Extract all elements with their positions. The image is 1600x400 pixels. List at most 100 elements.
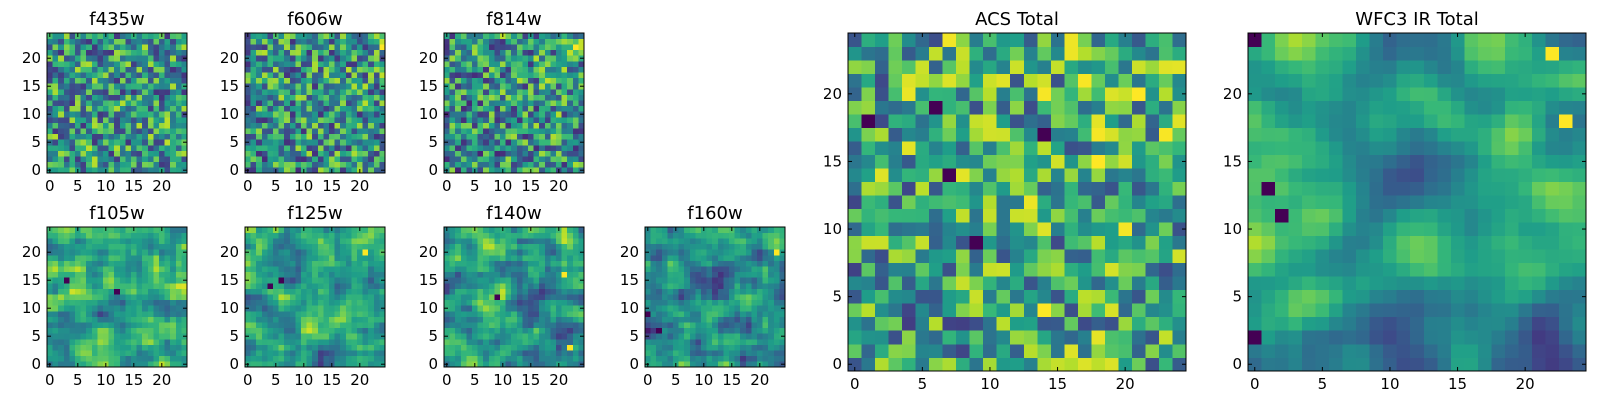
heatmap-cell — [460, 117, 467, 123]
heatmap-cell — [1145, 168, 1160, 183]
heatmap-cell — [329, 305, 335, 312]
heatmap-cell — [103, 243, 109, 250]
heatmap-cell — [567, 133, 574, 140]
heatmap-cell — [539, 145, 546, 151]
heatmap-cell — [373, 327, 380, 334]
heatmap-cell — [762, 355, 769, 362]
heatmap-cell — [578, 339, 585, 345]
heatmap-cell — [779, 316, 786, 323]
heatmap-cell — [539, 83, 546, 90]
heatmap-cell — [472, 255, 478, 261]
heatmap-cell — [256, 44, 263, 51]
heatmap-cell — [505, 77, 512, 84]
heatmap-cell — [1104, 208, 1119, 223]
heatmap-cell — [278, 38, 285, 45]
heatmap-cell — [147, 311, 154, 317]
heatmap-cell — [289, 260, 296, 267]
heatmap-cell — [131, 150, 137, 157]
heatmap-cell — [131, 122, 137, 129]
heatmap-cell — [902, 168, 916, 183]
heatmap-cell — [533, 305, 540, 312]
heatmap-cell — [295, 316, 302, 323]
heatmap-cell — [539, 339, 546, 345]
heatmap-cell — [528, 327, 534, 334]
heatmap-cell — [544, 150, 551, 157]
heatmap-cell — [572, 128, 579, 135]
heatmap-cell — [757, 283, 763, 289]
heatmap-cell — [323, 167, 330, 174]
panel-title: f160w — [687, 203, 742, 224]
heatmap-cell — [996, 168, 1011, 183]
heatmap-cell — [357, 49, 363, 56]
heatmap-cell — [267, 33, 274, 39]
heatmap-cell — [164, 77, 171, 84]
heatmap-cell — [505, 38, 512, 45]
heatmap-cell — [175, 89, 182, 95]
heatmap-cell — [80, 350, 87, 357]
heatmap-cell — [284, 139, 291, 146]
heatmap-cell — [181, 66, 188, 73]
heatmap-cell — [159, 299, 165, 306]
heatmap-cell — [147, 305, 154, 312]
heatmap-cell — [273, 283, 279, 289]
heatmap-cell — [125, 305, 132, 312]
heatmap-cell — [147, 327, 154, 334]
heatmap-cell — [175, 294, 182, 301]
heatmap-cell — [362, 38, 369, 45]
heatmap-cell — [159, 311, 165, 317]
heatmap-cell — [114, 316, 121, 323]
heatmap-cell — [762, 255, 769, 261]
heatmap-cells — [444, 33, 585, 174]
heatmap-cell — [516, 355, 523, 362]
heatmap-cell — [1064, 168, 1079, 183]
heatmap-cell — [488, 122, 495, 129]
heatmap-cell — [915, 357, 930, 372]
heatmap-cell — [362, 61, 369, 67]
heatmap-cell — [544, 122, 551, 129]
heatmap-cell — [444, 327, 450, 334]
heatmap-cell — [567, 139, 574, 146]
heatmap-cell — [261, 167, 268, 174]
heatmap-cell — [1104, 343, 1119, 358]
heatmap-cell — [1158, 330, 1173, 345]
heatmap-cell — [153, 227, 160, 233]
heatmap-cell — [516, 89, 523, 95]
heatmap-cell — [528, 100, 534, 107]
heatmap-cell — [136, 122, 143, 129]
heatmap-cell — [460, 299, 467, 306]
heatmap-cell — [250, 305, 257, 312]
heatmap-cell — [550, 139, 557, 146]
heatmap-cell — [556, 150, 562, 157]
heatmap-cell — [289, 294, 296, 301]
heatmap-cell — [706, 355, 713, 362]
heatmap-cell — [522, 350, 529, 357]
heatmap-cell — [142, 77, 149, 84]
heatmap-cell — [544, 61, 551, 67]
heatmap-cell — [63, 288, 70, 295]
heatmap-cell — [667, 299, 674, 306]
heatmap-cell — [250, 161, 257, 168]
heatmap-cell — [550, 227, 557, 233]
heatmap-cell — [52, 133, 59, 140]
heatmap-cell — [379, 89, 386, 95]
heatmap-cell — [379, 150, 386, 157]
heatmap-cell — [717, 283, 724, 289]
heatmap-cell — [301, 133, 307, 140]
heatmap-cell — [69, 288, 76, 295]
heatmap-cell — [284, 288, 291, 295]
heatmap-cell — [494, 61, 501, 67]
heatmap-cell — [47, 156, 53, 163]
heatmap-cell — [500, 322, 506, 329]
heatmap-cell — [533, 260, 540, 267]
heatmap-cell — [477, 117, 484, 123]
heatmap-cell — [69, 255, 76, 261]
heatmap-cell — [317, 283, 324, 289]
heatmap-cell — [362, 133, 369, 140]
heatmap-cell — [175, 327, 182, 334]
heatmap-cell — [455, 77, 462, 84]
heatmap-cell — [533, 156, 540, 163]
heatmap-cell — [1050, 276, 1065, 291]
heatmap-cell — [488, 83, 495, 90]
heatmap-cell — [444, 322, 450, 329]
heatmap-cell — [740, 288, 747, 295]
